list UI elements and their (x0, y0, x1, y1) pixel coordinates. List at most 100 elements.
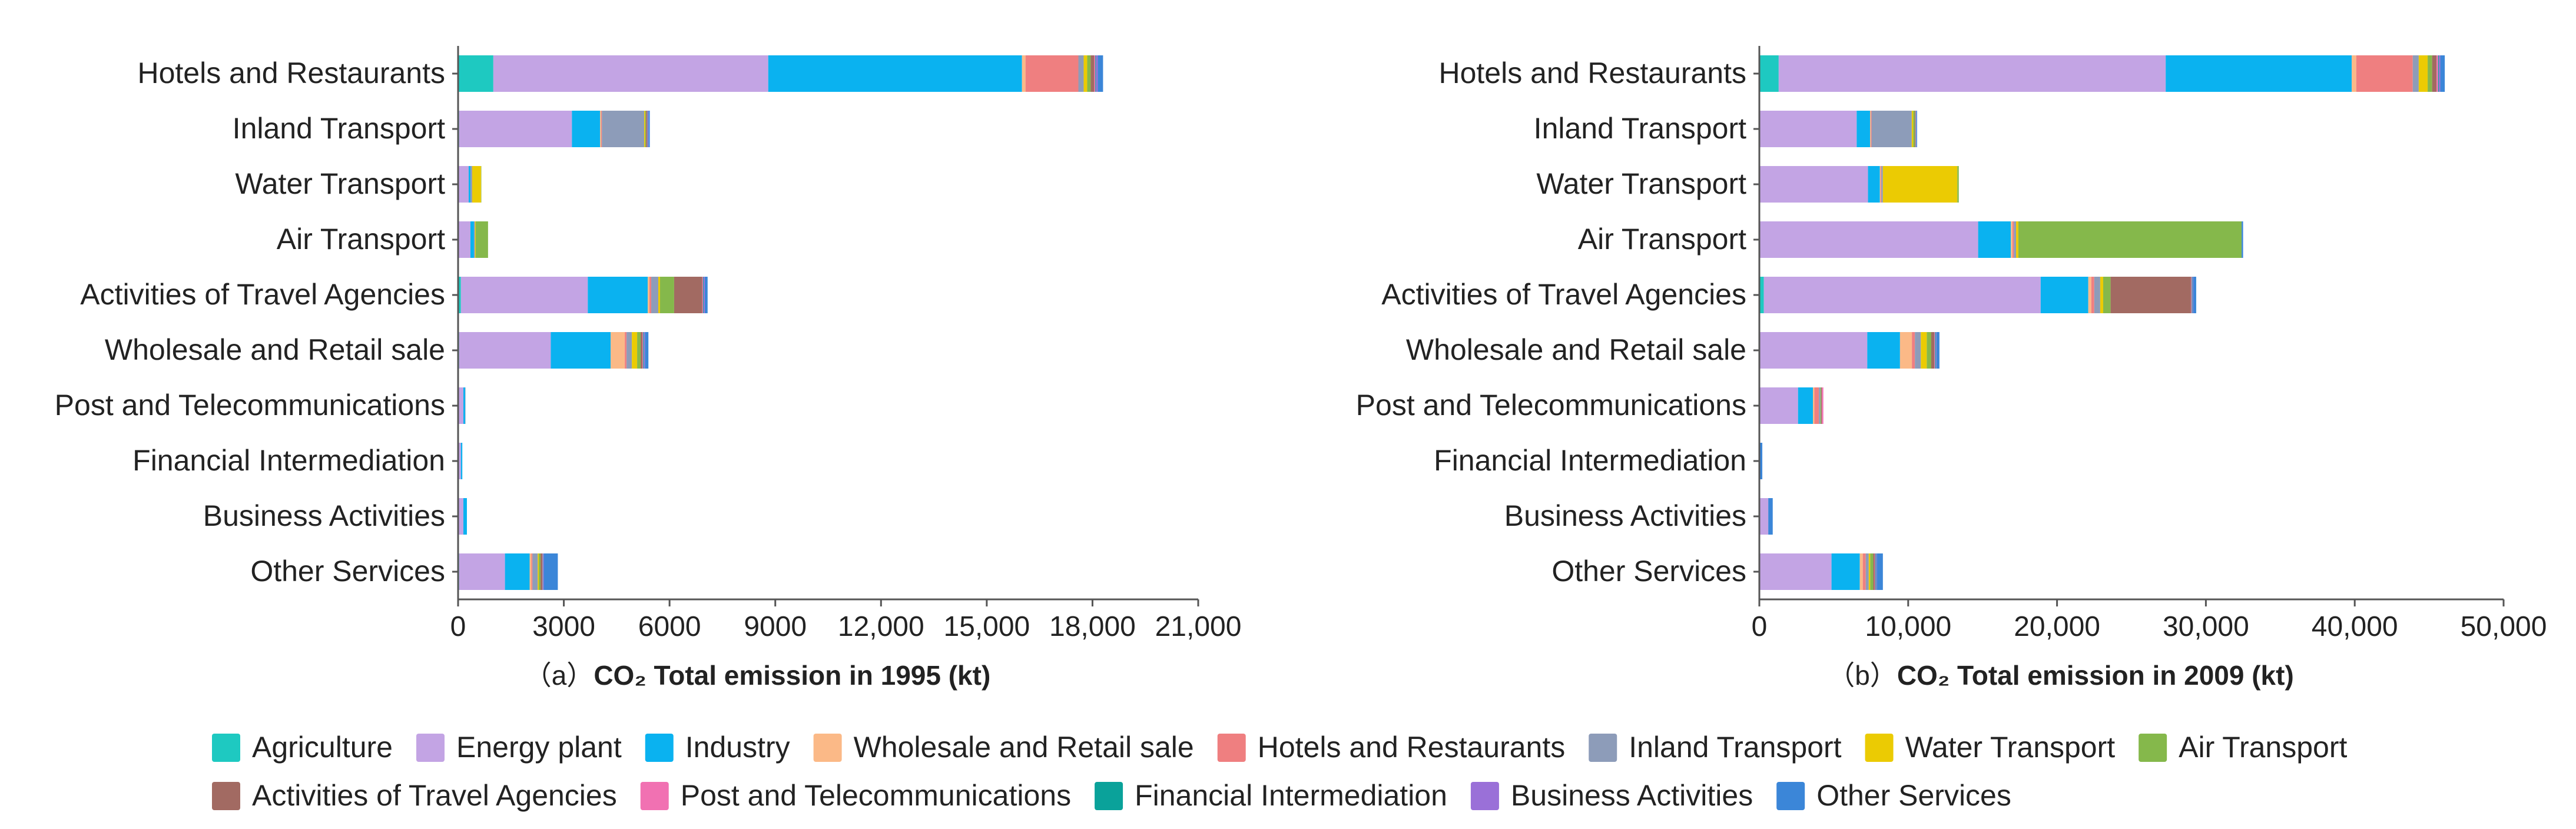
bar-segment-2009-other-services-business-activities (1876, 553, 1877, 590)
x-tick-label-2009-0: 0 (1752, 611, 1768, 642)
category-label-1995-activities-of-travel-agencies: Activities of Travel Agencies (80, 278, 445, 311)
bar-segment-2009-hotels-and-restaurants-industry (2166, 55, 2352, 92)
bar-segment-1995-air-transport-inland-transport (473, 221, 475, 258)
bar-segment-2009-inland-transport-financial-intermediation (1915, 111, 1917, 147)
bar-segment-2009-hotels-and-restaurants-post-and-telecommunications (2436, 55, 2438, 92)
x-ticks-1995: 0 3000 6000 9000 12,000 15,000 18,000 21,000 (450, 599, 1241, 642)
x-tick-label-1995-1: 3000 (532, 611, 595, 642)
bar-segment-2009-post-and-telecommunications-industry (1798, 387, 1814, 424)
category-label-2009-activities-of-travel-agencies: Activities of Travel Agencies (1381, 278, 1746, 311)
category-label-1995-hotels-and-restaurants: Hotels and Restaurants (137, 57, 445, 89)
bar-segment-1995-inland-transport-financial-intermediation (647, 111, 648, 147)
bar-segment-1995-air-transport-energy-plant (458, 221, 470, 258)
bar-segment-1995-wholesale-and-retail-sale-business-activities (644, 332, 645, 369)
bar-segment-2009-inland-transport-industry (1856, 111, 1871, 147)
bar-segment-1995-financial-intermediation-energy-plant (458, 443, 461, 479)
bar-segment-2009-activities-of-travel-agencies-inland-transport (2094, 277, 2100, 313)
bar-segment-2009-water-transport-energy-plant (1759, 166, 1868, 203)
bar-segment-2009-other-services-other-services (1877, 553, 1883, 590)
bar-segment-2009-activities-of-travel-agencies-water-transport (2100, 277, 2103, 313)
bar-segment-1995-other-services-energy-plant (459, 553, 505, 590)
bar-segment-2009-air-transport-energy-plant (1759, 221, 1978, 258)
bar-segment-2009-water-transport-water-transport (1882, 166, 1958, 203)
x-tick-label-2009-4: 40,000 (2312, 611, 2398, 642)
bar-segment-1995-business-activities-energy-plant (458, 498, 463, 535)
bar-segment-1995-other-services-wholesale-and-retail-sale (529, 553, 532, 590)
bar-segment-1995-wholesale-and-retail-sale-financial-intermediation (643, 332, 644, 369)
bar-segment-1995-air-transport-water-transport (475, 221, 476, 258)
category-label-2009-air-transport: Air Transport (1578, 223, 1746, 256)
bar-segment-1995-wholesale-and-retail-sale-wholesale-and-retail-sale (611, 332, 625, 369)
bar-segment-1995-wholesale-and-retail-sale-post-and-telecommunications (642, 332, 644, 369)
bar-segment-1995-hotels-and-restaurants-financial-intermediation (1095, 55, 1096, 92)
bar-segment-1995-hotels-and-restaurants-business-activities (1096, 55, 1098, 92)
bar-segment-2009-inland-transport-post-and-telecommunications (1915, 111, 1916, 147)
bar-segment-2009-activities-of-travel-agencies-energy-plant (1763, 277, 2041, 313)
category-label-2009-hotels-and-restaurants: Hotels and Restaurants (1438, 57, 1746, 89)
chart-2009: Hotels and Restaurants Inland Transport Wa… (1356, 46, 2547, 691)
bar-segment-1995-wholesale-and-retail-sale-inland-transport (626, 332, 632, 369)
legend-label-wholesale-and-retail-sale: Wholesale and Retail sale (854, 731, 1194, 764)
bar-segment-1995-water-transport-water-transport (472, 166, 481, 203)
bar-segment-1995-other-services-hotels-and-restaurants (531, 553, 533, 590)
bar-segment-1995-other-services-industry (505, 553, 530, 590)
legend-swatch-other-services (1776, 782, 1805, 810)
bar-segment-1995-air-transport-air-transport (475, 221, 488, 258)
axes-2009 (1753, 46, 2504, 601)
bar-segment-1995-inland-transport-air-transport (645, 111, 647, 147)
chart-1995: Hotels and Restaurants Inland Transport Wa… (55, 46, 1241, 691)
bar-segment-1995-other-services-air-transport (539, 553, 541, 590)
category-labels-1995: Hotels and Restaurants Inland Transport Wa… (55, 57, 445, 588)
x-tick-label-1995-5: 15,000 (943, 611, 1030, 642)
legend-label-financial-intermediation: Financial Intermediation (1135, 779, 1447, 812)
bar-segment-2009-post-and-telecommunications-wholesale-and-retail-sale (1813, 387, 1815, 424)
category-label-2009-wholesale-and-retail-sale: Wholesale and Retail sale (1406, 333, 1746, 366)
bar-segment-2009-hotels-and-restaurants-activities-of-travel-agencies (2432, 55, 2437, 92)
category-label-1995-post-and-telecommunications: Post and Telecommunications (55, 389, 445, 422)
caption-prefix-1995: （a） (525, 660, 594, 691)
chart-caption-2009: （b）CO₂ Total emission in 2009 (kt) (1828, 660, 2294, 691)
bar-segment-2009-other-services-inland-transport (1865, 553, 1869, 590)
bar-segment-2009-hotels-and-restaurants-water-transport (2418, 55, 2428, 92)
bar-segment-1995-activities-of-travel-agencies-financial-intermediation (703, 277, 704, 313)
bar-segment-1995-wholesale-and-retail-sale-energy-plant (459, 332, 551, 369)
category-label-2009-water-transport: Water Transport (1536, 167, 1746, 200)
bar-segment-2009-hotels-and-restaurants-hotels-and-restaurants (2356, 55, 2413, 92)
bar-segment-2009-wholesale-and-retail-sale-water-transport (1921, 332, 1927, 369)
bar-segment-2009-wholesale-and-retail-sale-activities-of-travel-agencies (1931, 332, 1935, 369)
bar-segment-1995-hotels-and-restaurants-wholesale-and-retail-sale (1022, 55, 1026, 92)
bar-segment-1995-wholesale-and-retail-sale-hotels-and-restaurants (625, 332, 627, 369)
bar-segment-2009-wholesale-and-retail-sale-energy-plant (1760, 332, 1868, 369)
bar-segment-1995-business-activities-industry (463, 498, 467, 535)
legend-swatch-air-transport (2139, 734, 2167, 762)
bar-segment-2009-wholesale-and-retail-sale-business-activities (1935, 332, 1937, 369)
bar-segment-1995-inland-transport-industry (572, 111, 601, 147)
x-tick-label-1995-3: 9000 (744, 611, 807, 642)
bar-segment-2009-air-transport-industry (1978, 221, 2011, 258)
x-tick-label-2009-5: 50,000 (2461, 611, 2547, 642)
bar-segment-2009-activities-of-travel-agencies-air-transport (2103, 277, 2111, 313)
bar-segment-1995-air-transport-industry (470, 221, 474, 258)
category-label-2009-post-and-telecommunications: Post and Telecommunications (1356, 389, 1746, 422)
category-label-2009-financial-intermediation: Financial Intermediation (1434, 444, 1746, 477)
bar-segment-1995-other-services-other-services (543, 553, 558, 590)
bar-segment-2009-hotels-and-restaurants-wholesale-and-retail-sale (2352, 55, 2356, 92)
bar-segment-1995-activities-of-travel-agencies-energy-plant (460, 277, 588, 313)
bar-segment-2009-post-and-telecommunications-activities-of-travel-agencies (1821, 387, 1822, 424)
bar-segment-2009-inland-transport-water-transport (1911, 111, 1914, 147)
bar-segment-1995-inland-transport-other-services (648, 111, 650, 147)
legend-label-other-services: Other Services (1816, 779, 2011, 812)
bar-segment-1995-hotels-and-restaurants-agriculture (458, 55, 493, 92)
bar-segment-1995-wholesale-and-retail-sale-activities-of-travel-agencies (641, 332, 643, 369)
category-label-2009-other-services: Other Services (1551, 555, 1746, 588)
bar-segment-1995-hotels-and-restaurants-air-transport (1087, 55, 1091, 92)
bar-segment-2009-wholesale-and-retail-sale-post-and-telecommunications (1934, 332, 1935, 369)
category-label-1995-other-services: Other Services (250, 555, 445, 588)
bar-segment-2009-inland-transport-inland-transport (1871, 111, 1912, 147)
bar-segment-2009-hotels-and-restaurants-air-transport (2428, 55, 2432, 92)
bar-segment-2009-air-transport-inland-transport (2014, 221, 2017, 258)
bar-segment-2009-financial-intermediation-other-services (1759, 443, 1763, 479)
bar-segment-1995-hotels-and-restaurants-water-transport (1083, 55, 1088, 92)
legend-swatch-energy-plant (416, 734, 445, 762)
category-label-1995-water-transport: Water Transport (235, 167, 445, 200)
